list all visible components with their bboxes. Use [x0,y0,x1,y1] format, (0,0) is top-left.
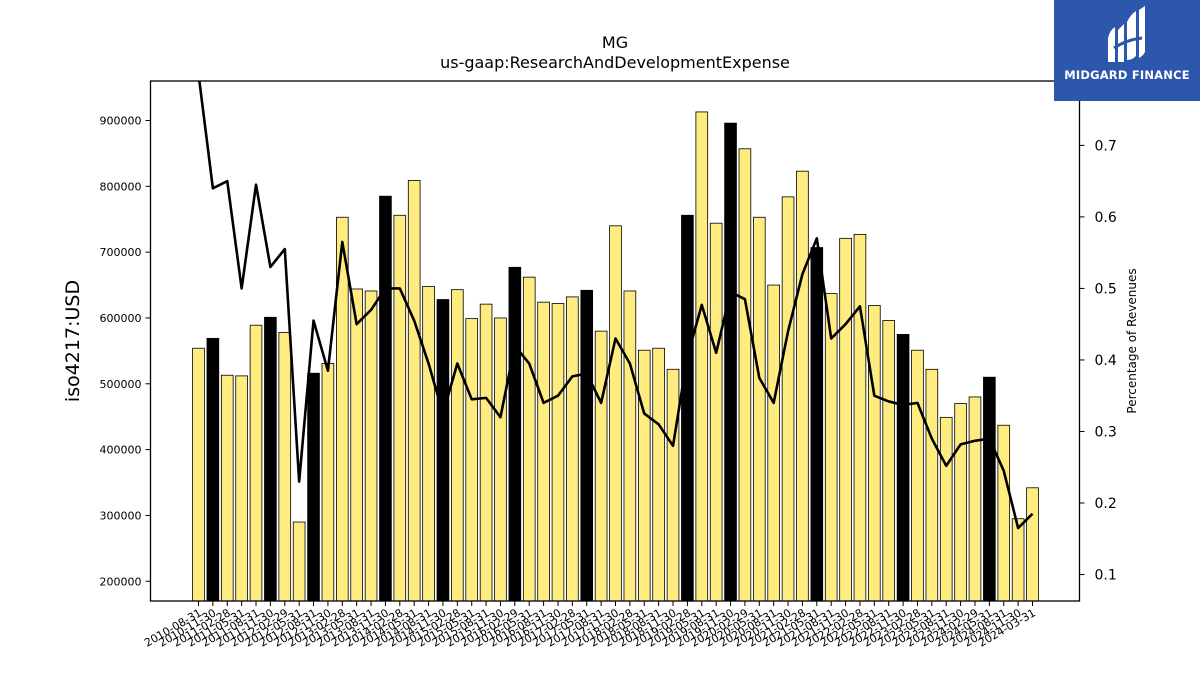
y-axis-right: 0.1 0.2 0.3 0.4 0.5 0.6 0.7 [1079,138,1117,584]
y2-tick-label: 0.3 [1095,424,1117,440]
bar [753,216,766,602]
bar [393,214,407,602]
bar [537,301,550,602]
bar [781,196,795,602]
bar [709,222,723,602]
bar [968,396,982,602]
bar [407,179,421,602]
chart-subtitle: us-gaap:ResearchAndDevelopmentExpense [440,53,790,72]
y-axis-label: iso4217:USD [62,280,84,402]
bar [796,170,809,602]
bar-series [192,111,1039,602]
y-tick-label: 400000 [100,444,142,457]
y2-tick-label: 0.4 [1095,353,1117,369]
bar [436,299,450,602]
bar [235,375,248,602]
bar [810,247,824,602]
bar [249,324,263,602]
bar [321,362,335,602]
bar [220,374,234,602]
bar [566,296,579,602]
bar [609,225,622,602]
bar [1011,518,1025,602]
bar [508,266,522,602]
y2-axis-label: Percentage of Revenues [1125,268,1139,413]
midgard-logo-icon [1108,6,1145,62]
chart-title: MG [602,33,628,52]
y2-tick-label: 0.1 [1095,568,1117,584]
bar [422,285,435,602]
y-tick-label: 800000 [100,180,142,193]
bar [853,233,867,602]
bar [911,349,924,602]
bar [1026,487,1039,602]
y2-tick-label: 0.7 [1095,138,1117,154]
bar [652,347,665,602]
brand-logo-text: MIDGARD FINANCE [1064,68,1190,82]
bar [307,372,320,602]
bar [724,122,737,602]
bar [551,303,565,602]
bar [364,290,378,602]
bar [983,376,996,602]
y-tick-label: 300000 [100,509,142,522]
bar [522,276,536,602]
bar [997,424,1011,602]
bar [479,303,493,602]
bar [580,289,594,602]
bar [738,148,752,602]
bar [278,332,292,602]
bar [192,347,205,602]
x-axis: 2010-08-312010-11-302011-02-282011-05-31… [142,601,1038,650]
y2-tick-label: 0.5 [1095,281,1117,297]
bar [681,214,694,602]
bar [767,284,780,602]
bar [623,290,637,602]
bar [350,288,363,602]
bar [264,316,277,602]
bar [637,349,651,602]
bar [882,320,895,602]
bar [379,195,392,602]
bar [666,368,680,602]
bar [451,289,464,602]
y2-tick-label: 0.2 [1095,496,1117,512]
bar [954,403,967,602]
bar [206,337,220,602]
bar [939,416,953,602]
y-axis-left: 200000 300000 400000 500000 600000 700000 8000… [100,114,151,588]
y-tick-label: 700000 [100,246,142,259]
y-tick-label: 200000 [100,575,142,588]
bar [292,521,306,602]
brand-logo: MIDGARD FINANCE [1054,0,1200,101]
bar [594,330,608,602]
bar [494,317,507,602]
y-tick-label: 500000 [100,378,142,391]
bar [839,237,852,602]
y-tick-label: 600000 [100,312,142,325]
line-series [198,81,1034,530]
y-tick-label: 900000 [100,114,142,127]
y2-tick-label: 0.6 [1095,210,1117,226]
bar [695,111,709,602]
bar [868,305,881,602]
bar [465,318,478,602]
bar [896,334,910,602]
bar [925,368,939,602]
